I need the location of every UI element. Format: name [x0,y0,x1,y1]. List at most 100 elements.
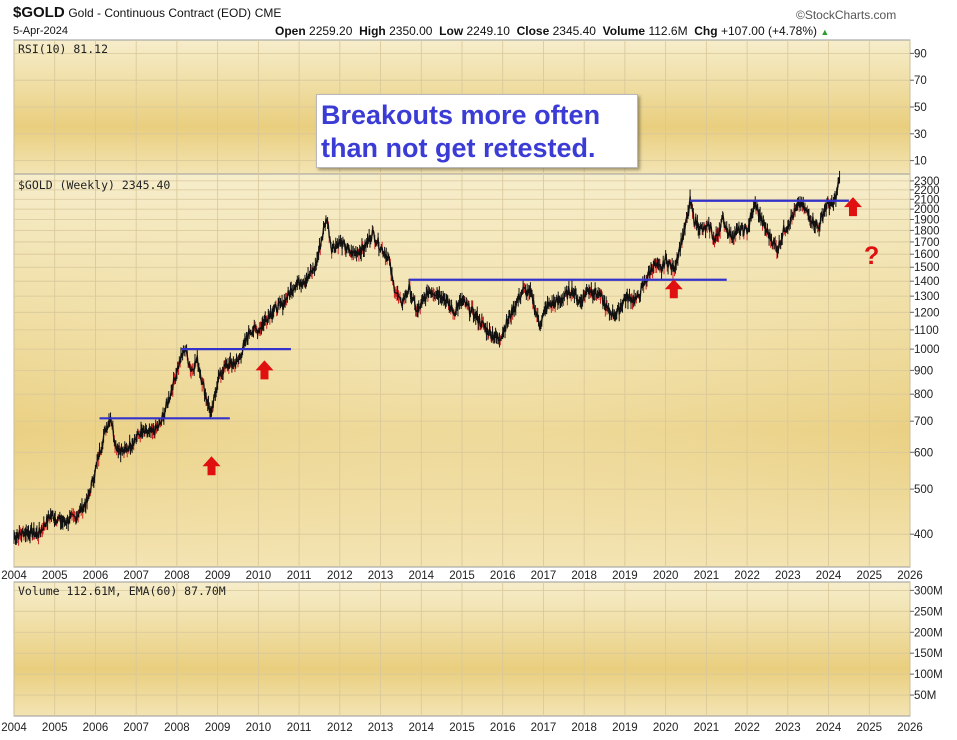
price-tick-label: 1600 [914,249,940,261]
high-label: High [359,24,386,38]
x-tick-label-bottom: 2021 [694,722,720,734]
x-tick-label-bottom: 2007 [123,722,149,734]
price-tick-label: 600 [914,447,933,459]
volume-y-axis: 50M 100M 150M 200M 250M 300M [910,585,943,702]
copyright-icon: © [796,8,805,22]
x-tick-label-bottom: 2018 [571,722,597,734]
volume-tick-label: 200M [914,627,943,639]
x-tick-label-top: 2013 [368,570,394,582]
x-tick-label-top: 2012 [327,570,353,582]
price-line [13,176,841,541]
up-arrow-icon [202,456,221,476]
price-tick-label: 1500 [914,262,940,274]
up-arrow-icon [664,279,683,299]
volume-tick-label: 50M [914,690,936,702]
x-tick-label-top: 2007 [123,570,149,582]
x-tick-label-top: 2022 [734,570,760,582]
x-tick-label-top: 2004 [1,570,27,582]
x-tick-label-top: 2015 [449,570,475,582]
x-tick-label-bottom: 2005 [42,722,68,734]
x-tick-label-bottom: 2020 [653,722,679,734]
brand-label: StockCharts.com [804,8,897,22]
x-tick-label-bottom: 2004 [1,722,27,734]
up-arrow-icon [255,360,274,380]
x-tick-label-bottom: 2019 [612,722,638,734]
x-tick-label-bottom: 2023 [775,722,801,734]
price-tick-label: 1200 [914,307,940,319]
question-mark: ? [864,242,880,270]
brand: ©StockCharts.com [796,8,896,22]
low-value: 2249.10 [466,24,510,38]
x-tick-label-top: 2010 [246,570,272,582]
open-value: 2259.20 [309,24,353,38]
chart-title: $GOLD Gold - Continuous Contract (EOD) C… [13,4,281,21]
price-tick-label: 1900 [914,214,940,226]
price-tick-label: 500 [914,484,933,496]
x-tick-label-top: 2020 [653,570,679,582]
close-label: Close [516,24,550,38]
chg-value: +107.00 (+4.78%) [720,24,818,38]
volume-legend: Volume 112.61M, EMA(60) 87.70M [18,584,226,598]
price-tick-label: 1000 [914,344,940,356]
volume-tick-label: 150M [914,648,943,660]
open-label: Open [275,24,306,38]
x-tick-label-top: 2009 [205,570,231,582]
x-tick-label-top: 2018 [571,570,597,582]
instrument-name: Gold - Continuous Contract (EOD) [68,6,252,20]
price-tick-label: 1400 [914,276,940,288]
rsi-tick-label: 70 [914,75,927,87]
retest-arrows [202,197,862,476]
x-tick-label-bottom: 2022 [734,722,760,734]
x-tick-label-top: 2019 [612,570,638,582]
price-tick-label: 1800 [914,225,940,237]
volume-tick-label: 100M [914,669,943,681]
x-tick-label-bottom: 2017 [531,722,557,734]
close-value: 2345.40 [552,24,596,38]
rsi-tick-label: 90 [914,48,927,60]
price-legend: $GOLD (Weekly) 2345.40 [18,178,170,192]
price-tick-label: 1100 [914,325,939,337]
x-axis-bottom: 2004 2005 2006 2007 2008 2009 2010 2011 2012 2013… [1,722,923,734]
x-tick-label-bottom: 2013 [368,722,394,734]
price-tick-label: 2300 [914,176,940,188]
x-tick-label-bottom: 2025 [856,722,882,734]
x-tick-label-top: 2021 [694,570,720,582]
x-tick-label-bottom: 2014 [408,722,434,734]
volume-value: 112.6M [648,24,688,38]
x-tick-label-top: 2016 [490,570,516,582]
ohlc-row: Open 2259.20 High 2350.00 Low 2249.10 Cl… [275,24,829,38]
exchange: CME [254,6,282,20]
low-label: Low [439,24,464,38]
x-tick-label-bottom: 2006 [83,722,109,734]
volume-label: Volume [602,24,646,38]
price-y-axis: 400 500 600 700 800 900 1000 1100 1200 1300 1400 15… [910,176,940,541]
x-tick-label-bottom: 2026 [897,722,923,734]
rsi-tick-label: 50 [914,102,927,114]
x-tick-label-top: 2023 [775,570,801,582]
x-tick-label-top: 2017 [531,570,557,582]
annotation-line-2: than not get retested. [321,133,596,163]
x-tick-label-bottom: 2015 [449,722,475,734]
x-tick-label-bottom: 2010 [246,722,272,734]
x-tick-label-top: 2011 [287,570,312,582]
price-tick-label: 1700 [914,237,940,249]
volume-tick-label: 250M [914,606,943,618]
price-tick-label: 2000 [914,204,940,216]
rsi-y-axis: 10 30 50 70 90 [910,48,927,168]
x-tick-label-top: 2026 [897,570,923,582]
price-tick-label: 400 [914,529,933,541]
price-tick-label: 1300 [914,291,940,303]
annotation-line-1: Breakouts more often [321,100,601,130]
x-tick-label-top: 2006 [83,570,109,582]
volume-tick-label: 300M [914,585,943,597]
x-tick-label-bottom: 2024 [816,722,842,734]
high-value: 2350.00 [389,24,433,38]
x-tick-label-bottom: 2008 [164,722,190,734]
price-tick-label: 900 [914,365,933,377]
up-arrow-icon [843,197,862,217]
symbol: $GOLD [13,4,65,21]
up-triangle-icon: ▲ [820,27,830,37]
price-tick-label: 700 [914,416,933,428]
x-tick-label-top: 2024 [816,570,842,582]
